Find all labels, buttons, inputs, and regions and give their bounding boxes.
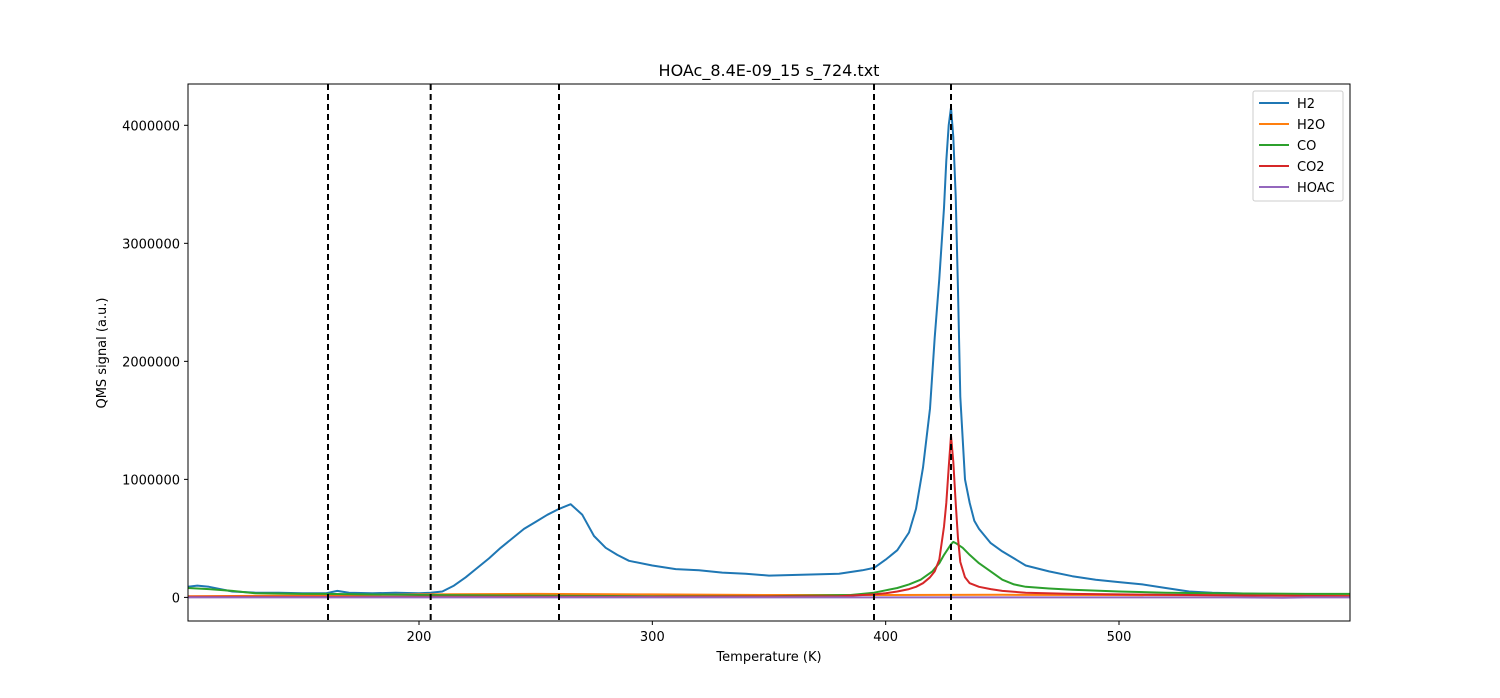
legend-box [1252,90,1344,202]
series-line-co2 [188,434,1351,598]
marker-lines [327,84,952,621]
y-axis: 0 1000000 2000000 3000000 4000000 [122,119,188,606]
y-tick-label: 1000000 [122,473,180,488]
y-tick-label: 4000000 [122,119,180,134]
legend-label-co: CO [1297,139,1316,154]
series-line-h2 [187,106,1351,597]
y-axis-label: QMS signal (a.u.) [95,297,110,408]
chart-title: HOAc_8.4E-09_15 s_724.txt [659,61,880,81]
plot-lines [187,106,1351,599]
x-tick-label: 400 [873,630,898,645]
x-tick-label: 300 [640,630,665,645]
x-tick-label: 500 [1107,630,1132,645]
y-tick-label: 2000000 [122,355,180,370]
legend-label-hoac: HOAC [1297,181,1335,196]
legend: H2 H2O CO CO2 HOAC [1252,90,1344,202]
series-line-co [187,540,1350,598]
y-tick-label: 3000000 [122,237,180,252]
legend-label-h2: H2 [1297,97,1315,112]
y-tick-label: 0 [172,591,180,606]
legend-label-co2: CO2 [1297,160,1325,175]
x-axis: 200 300 400 500 [407,621,1132,645]
plot-frame [187,83,1351,622]
legend-label-h2o: H2O [1297,118,1325,133]
x-tick-label: 200 [407,630,432,645]
x-axis-label: Temperature (K) [715,650,821,665]
